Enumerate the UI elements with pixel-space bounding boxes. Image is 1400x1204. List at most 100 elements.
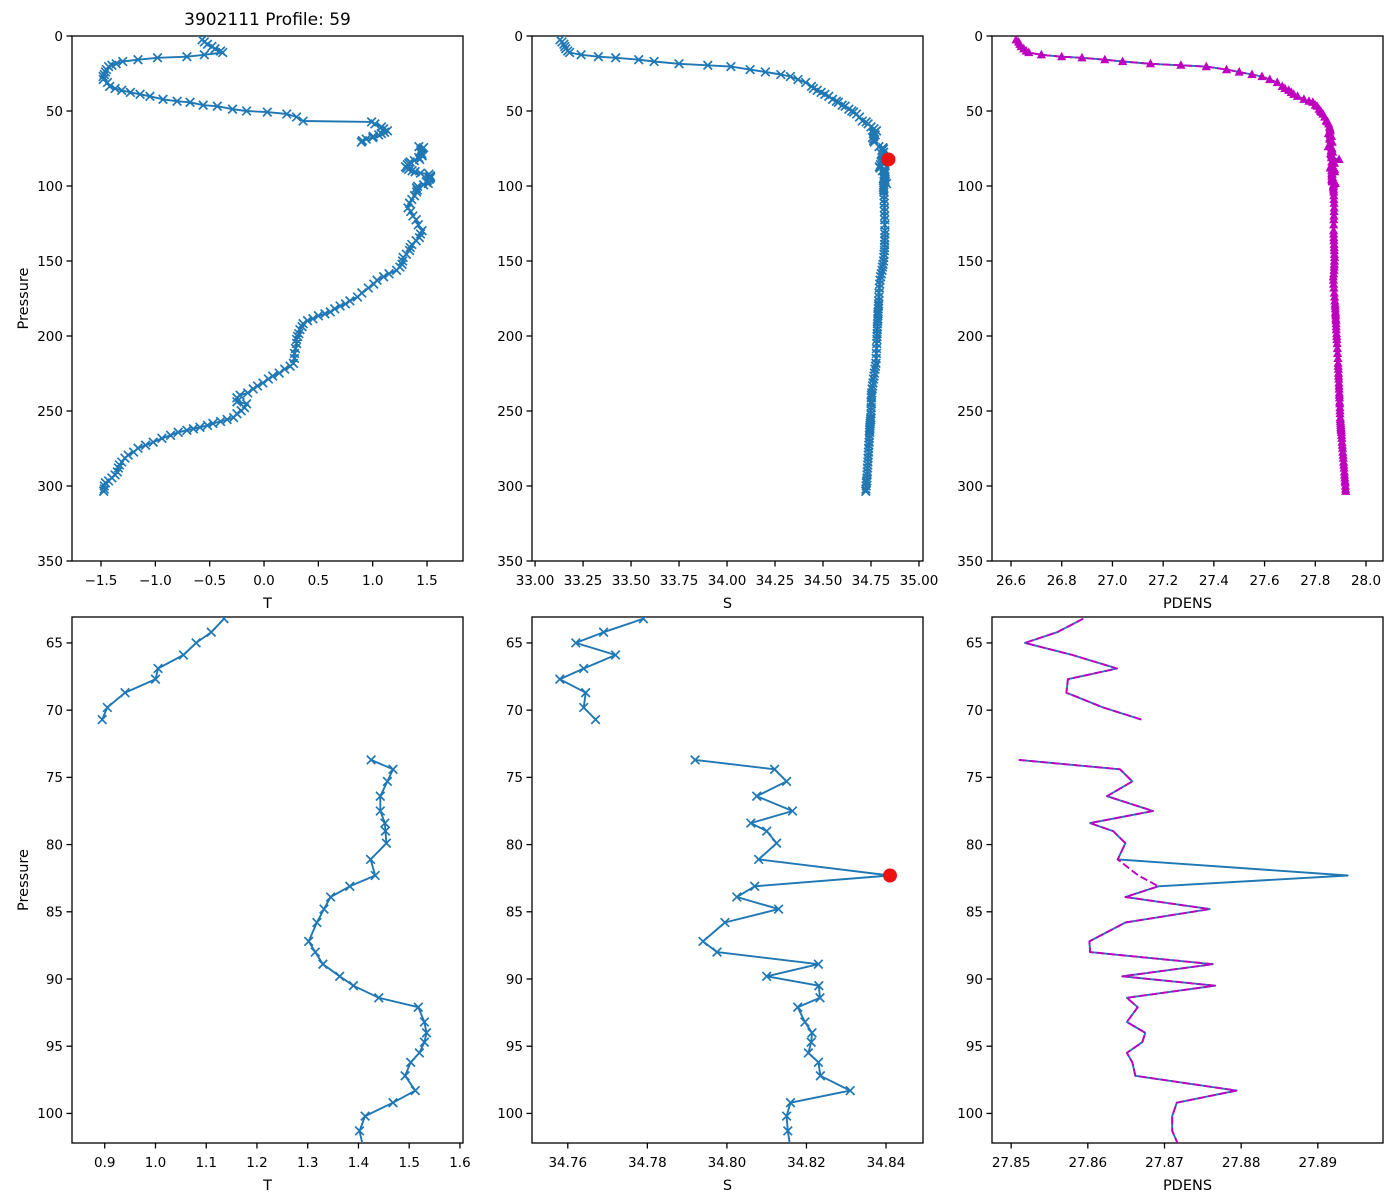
x-axis-label-s-zoom: S bbox=[723, 1178, 732, 1194]
axes-spines bbox=[71, 616, 464, 1144]
tick-label: 27.6 bbox=[1250, 573, 1280, 589]
axes-spines bbox=[531, 35, 924, 562]
tick-label: 1.0 bbox=[362, 573, 383, 589]
tick-label: 1.0 bbox=[145, 1155, 166, 1171]
tick-label: 33.25 bbox=[564, 573, 603, 589]
tick-label: 80 bbox=[506, 837, 523, 853]
tick-label: 100 bbox=[957, 1106, 983, 1122]
tick-label: 70 bbox=[506, 703, 523, 719]
axes-spines bbox=[991, 35, 1384, 562]
tick-label: 34.80 bbox=[708, 1155, 747, 1171]
tick-label: 50 bbox=[46, 104, 63, 120]
tick-label: 100 bbox=[957, 179, 983, 195]
flagged-point-marker bbox=[881, 152, 896, 167]
tick-label: 0 bbox=[514, 29, 523, 45]
tick-label: 70 bbox=[46, 703, 63, 719]
tick-label: 26.6 bbox=[996, 573, 1026, 589]
y-axis-label-t-full: Pressure bbox=[16, 267, 32, 329]
axes-spines bbox=[71, 35, 464, 562]
series-pdens-zoom-overlay bbox=[1018, 617, 1238, 1143]
tick-label: 300 bbox=[497, 479, 523, 495]
tick-label: 80 bbox=[46, 837, 63, 853]
tick-label: 27.2 bbox=[1148, 573, 1178, 589]
tick-label: 27.88 bbox=[1222, 1155, 1261, 1171]
tick-label: 34.00 bbox=[708, 573, 747, 589]
axes-spines bbox=[991, 616, 1384, 1144]
tick-label: 1.3 bbox=[297, 1155, 318, 1171]
tick-label: 150 bbox=[497, 254, 523, 270]
tick-label: 27.8 bbox=[1300, 573, 1330, 589]
subplot-s-full: 33.00 33.25 33.50 33.75 34.00 34.25 34.50 34.75… bbox=[497, 29, 938, 612]
tick-label: 75 bbox=[506, 770, 523, 786]
tick-label: 350 bbox=[497, 554, 523, 570]
tick-label: 150 bbox=[37, 254, 63, 270]
tick-label: 27.4 bbox=[1199, 573, 1229, 589]
tick-label: 70 bbox=[966, 703, 983, 719]
tick-label: 300 bbox=[37, 479, 63, 495]
tick-label: 1.6 bbox=[449, 1155, 470, 1171]
tick-label: 0.0 bbox=[253, 573, 274, 589]
tick-label: 27.89 bbox=[1299, 1155, 1338, 1171]
tick-label: 65 bbox=[46, 636, 63, 652]
tick-label: 80 bbox=[966, 837, 983, 853]
tick-label: 95 bbox=[966, 1039, 983, 1055]
x-axis-label-t-full: T bbox=[262, 596, 272, 612]
tick-label: 27.0 bbox=[1097, 573, 1127, 589]
tick-label: 90 bbox=[966, 972, 983, 988]
tick-label: 35.00 bbox=[900, 573, 939, 589]
tick-label: 200 bbox=[957, 329, 983, 345]
y-axis-label-t-zoom: Pressure bbox=[16, 849, 32, 911]
x-axis-label-t-zoom: T bbox=[262, 1178, 272, 1194]
subplot-t-zoom: 0.9 1.0 1.1 1.2 1.3 1.4 1.5 1.6 65 70 75 80 85 90 95 10… bbox=[16, 616, 471, 1194]
plot-area-s-zoom bbox=[554, 617, 897, 1143]
tick-label: 65 bbox=[966, 636, 983, 652]
plot-area-s-full bbox=[555, 36, 896, 497]
markers-x-T-zoom bbox=[97, 617, 432, 1136]
tick-label: 34.75 bbox=[852, 573, 891, 589]
tick-label: 27.85 bbox=[992, 1155, 1031, 1171]
tick-label: 27.87 bbox=[1145, 1155, 1184, 1171]
tick-label: 0 bbox=[974, 29, 983, 45]
subplot-pdens-full: 26.6 26.8 27.0 27.2 27.4 27.6 27.8 28.0 0 50 100 15… bbox=[957, 29, 1384, 612]
tick-label: 85 bbox=[506, 905, 523, 921]
tick-label: 1.1 bbox=[195, 1155, 216, 1171]
tick-label: 95 bbox=[506, 1039, 523, 1055]
plot-area-pdens-zoom bbox=[1018, 617, 1349, 1143]
tick-label: 250 bbox=[497, 404, 523, 420]
tick-label: 75 bbox=[966, 770, 983, 786]
tick-label: 85 bbox=[966, 905, 983, 921]
tick-label: 0.9 bbox=[94, 1155, 115, 1171]
figure-title: 3902111 Profile: 59 bbox=[184, 10, 351, 30]
tick-label: 1.5 bbox=[416, 573, 437, 589]
tick-label: 1.4 bbox=[348, 1155, 369, 1171]
tick-label: 26.8 bbox=[1047, 573, 1077, 589]
tick-label: −1.0 bbox=[139, 573, 172, 589]
tick-label: 34.82 bbox=[787, 1155, 826, 1171]
tick-label: 75 bbox=[46, 770, 63, 786]
tick-label: 95 bbox=[46, 1039, 63, 1055]
subplot-pdens-zoom: 27.85 27.86 27.87 27.88 27.89 65 70 75 80 85 90 95 1… bbox=[957, 616, 1384, 1194]
x-axis-label-pdens-zoom: PDENS bbox=[1163, 1178, 1212, 1194]
plot-area-t-full bbox=[98, 36, 436, 497]
plot-area-pdens-full bbox=[1011, 36, 1351, 495]
flagged-point-marker bbox=[882, 868, 897, 883]
tick-label: 34.50 bbox=[804, 573, 843, 589]
tick-label: 0.5 bbox=[308, 573, 329, 589]
tick-label: 350 bbox=[957, 554, 983, 570]
tick-label: −0.5 bbox=[193, 573, 226, 589]
tick-label: 0 bbox=[54, 29, 63, 45]
tick-label: −1.5 bbox=[85, 573, 118, 589]
tick-label: 200 bbox=[497, 329, 523, 345]
tick-label: 34.84 bbox=[867, 1155, 906, 1171]
tick-label: 50 bbox=[966, 104, 983, 120]
tick-label: 90 bbox=[506, 972, 523, 988]
plot-area-t-zoom bbox=[97, 617, 432, 1143]
tick-label: 100 bbox=[497, 1106, 523, 1122]
tick-label: 250 bbox=[37, 404, 63, 420]
tick-label: 65 bbox=[506, 636, 523, 652]
tick-label: 27.86 bbox=[1069, 1155, 1108, 1171]
tick-label: 33.00 bbox=[516, 573, 555, 589]
axes-spines bbox=[531, 616, 924, 1144]
